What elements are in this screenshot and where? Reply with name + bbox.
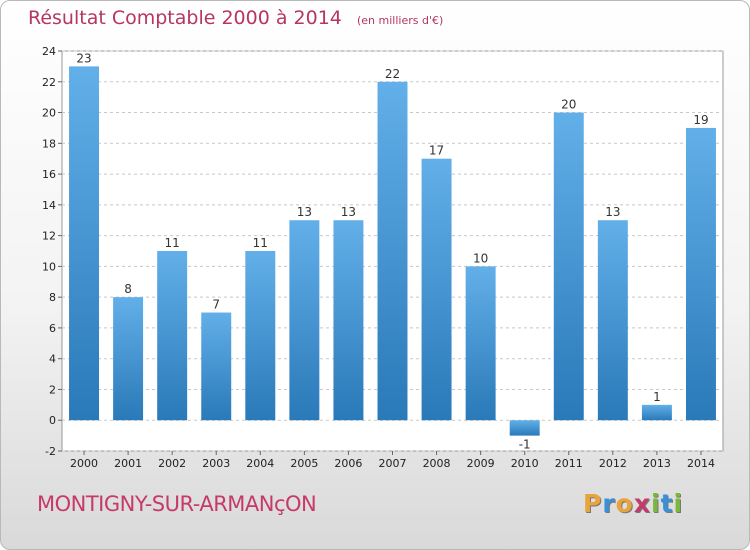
y-tick-label: 20 [42, 107, 56, 120]
x-tick-label: 2012 [599, 457, 627, 470]
bar [113, 297, 144, 421]
x-tick-label: 2009 [467, 457, 495, 470]
bar [465, 266, 496, 421]
logo-letter: P [583, 489, 603, 518]
x-tick-label: 2004 [246, 457, 274, 470]
logo-letter: x [633, 489, 651, 518]
data-label: 13 [605, 205, 620, 219]
data-label: -1 [519, 438, 531, 452]
y-tick-label: 12 [42, 230, 56, 243]
x-tick-label: 2008 [423, 457, 451, 470]
y-tick-label: 18 [42, 137, 56, 150]
y-tick-label: 6 [49, 322, 56, 335]
data-label: 10 [473, 251, 488, 265]
logo-letter: r [602, 489, 616, 518]
x-tick-label: 2005 [290, 457, 318, 470]
y-tick-label: 0 [49, 414, 56, 427]
x-tick-label: 2002 [158, 457, 186, 470]
x-tick-label: 2006 [334, 457, 362, 470]
data-label: 13 [341, 205, 356, 219]
logo-letter: o [615, 489, 634, 518]
bar [509, 420, 540, 436]
logo-letter: i [651, 489, 661, 518]
y-tick-label: 22 [42, 76, 56, 89]
x-tick-label: 2003 [202, 457, 230, 470]
data-label: 20 [561, 98, 576, 112]
proxiti-logo: Proxiti [583, 489, 683, 518]
data-label: 8 [124, 282, 132, 296]
y-tick-label: 16 [42, 168, 56, 181]
x-tick-label: 2001 [114, 457, 142, 470]
bar [685, 127, 716, 421]
x-tick-label: 2013 [643, 457, 671, 470]
x-tick-label: 2000 [70, 457, 98, 470]
city-name: MONTIGNY-SUR-ARMANçON [37, 492, 317, 516]
bar [641, 404, 672, 421]
logo-letter: i [673, 489, 684, 518]
data-label: 17 [429, 144, 444, 158]
bar [201, 312, 232, 421]
data-label: 19 [693, 113, 708, 127]
x-tick-label: 2011 [555, 457, 583, 470]
logo-letter: t [660, 489, 674, 518]
y-tick-label: 4 [49, 353, 56, 366]
bar [553, 112, 584, 421]
y-tick-label: -2 [45, 445, 56, 458]
title-row: Résultat Comptable 2000 à 2014 (en milli… [28, 7, 443, 29]
chart-title: Résultat Comptable 2000 à 2014 [28, 7, 342, 29]
bar [245, 251, 276, 421]
data-label: 23 [76, 51, 91, 65]
bar [333, 220, 364, 421]
x-tick-label: 2007 [379, 457, 407, 470]
data-label: 22 [385, 67, 400, 81]
y-tick-label: 10 [42, 260, 56, 273]
x-tick-label: 2010 [511, 457, 539, 470]
y-tick-label: 14 [42, 199, 56, 212]
bar [69, 66, 100, 421]
data-label: 11 [253, 236, 268, 250]
bar [289, 220, 320, 421]
bar [597, 220, 628, 421]
bar [421, 158, 452, 421]
y-tick-label: 24 [42, 45, 56, 58]
bar [157, 251, 188, 421]
y-tick-label: 2 [49, 383, 56, 396]
y-tick-label: 8 [49, 291, 56, 304]
data-label: 13 [297, 205, 312, 219]
data-label: 1 [653, 390, 661, 404]
bar [377, 81, 408, 421]
data-label: 11 [165, 236, 180, 250]
data-label: 7 [212, 298, 220, 312]
chart-subtitle: (en milliers d'€) [356, 14, 444, 27]
x-tick-label: 2014 [687, 457, 715, 470]
